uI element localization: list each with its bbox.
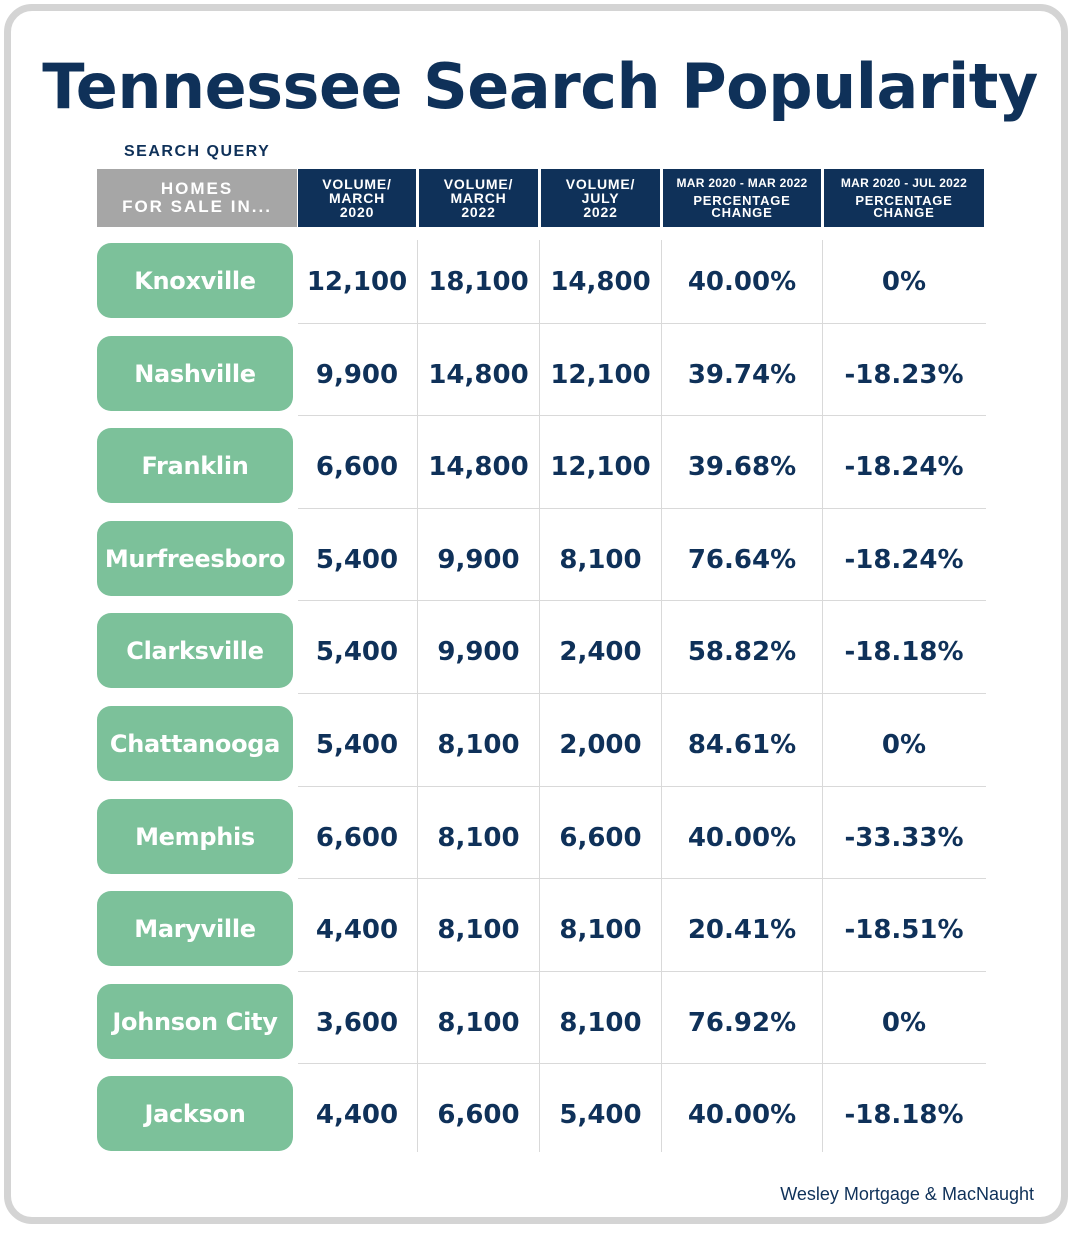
table-cell-mar2020: 3,600	[315, 1007, 399, 1038]
header-vol-jul-2022-label: VOLUME/ JULY 2022	[565, 176, 636, 220]
column-divider	[539, 240, 540, 1152]
header-pct-mar-label: PERCENTAGE CHANGE	[693, 193, 791, 220]
header-vol-jul-2022: VOLUME/ JULY 2022	[541, 169, 660, 227]
table-cell-mar2020: 12,100	[306, 266, 408, 297]
page-title: Tennessee Search Popularity	[42, 50, 1038, 123]
header-pct-mar: MAR 2020 - MAR 2022 PERCENTAGE CHANGE	[663, 169, 821, 227]
table-cell-pct-jul: -18.23%	[844, 359, 964, 390]
header-vol-mar-2020-label: VOLUME/ MARCH 2020	[322, 176, 392, 220]
table-cell-mar2022: 8,100	[437, 729, 520, 760]
table-cell-mar2022: 6,600	[437, 1099, 520, 1130]
row-divider	[298, 323, 986, 324]
header-city: HOMES FOR SALE IN...	[97, 169, 297, 227]
row-divider	[298, 600, 986, 601]
table-cell-mar2022: 18,100	[428, 266, 529, 297]
table-cell-mar2022: 8,100	[437, 1007, 520, 1038]
table-cell-jul2022: 6,600	[559, 822, 642, 853]
table-cell-mar2020: 5,400	[315, 544, 399, 575]
city-label: Franklin	[97, 428, 293, 503]
table-cell-jul2022: 5,400	[559, 1099, 642, 1130]
row-divider	[298, 971, 986, 972]
row-divider	[298, 786, 986, 787]
table-cell-pct-mar: 39.74%	[687, 359, 797, 390]
city-label: Johnson City	[97, 984, 293, 1059]
city-label: Jackson	[97, 1076, 293, 1151]
table-cell-mar2020: 5,400	[315, 636, 399, 667]
table-cell-pct-jul: -18.18%	[844, 636, 964, 667]
table-cell-mar2022: 9,900	[437, 544, 520, 575]
table-cell-pct-jul: 0%	[881, 1007, 927, 1038]
table-cell-pct-jul: -33.33%	[844, 822, 964, 853]
header-vol-mar-2022: VOLUME/ MARCH 2022	[419, 169, 538, 227]
table-cell-pct-jul: 0%	[881, 729, 927, 760]
table-cell-jul2022: 2,400	[559, 636, 642, 667]
search-query-label: SEARCH QUERY	[124, 143, 271, 160]
table-cell-pct-mar: 40.00%	[687, 1099, 797, 1130]
table-cell-mar2020: 9,900	[315, 359, 399, 390]
table-cell-pct-mar: 76.92%	[687, 1007, 797, 1038]
table-cell-mar2020: 6,600	[315, 451, 399, 482]
table-cell-pct-mar: 84.61%	[687, 729, 797, 760]
table-cell-pct-mar: 40.00%	[687, 822, 797, 853]
table-cell-jul2022: 8,100	[559, 544, 642, 575]
row-divider	[298, 1063, 986, 1064]
city-label: Clarksville	[97, 613, 293, 688]
table-cell-jul2022: 14,800	[550, 266, 651, 297]
table-cell-jul2022: 12,100	[550, 359, 651, 390]
table-cell-pct-jul: 0%	[881, 266, 927, 297]
table-cell-mar2020: 5,400	[315, 729, 399, 760]
city-label: Murfreesboro	[97, 521, 293, 596]
credit-text: Wesley Mortgage & MacNaught	[780, 1184, 1034, 1204]
header-vol-mar-2022-label: VOLUME/ MARCH 2022	[443, 176, 514, 220]
row-divider	[298, 508, 986, 509]
table-cell-mar2020: 4,400	[315, 1099, 399, 1130]
header-pct-mar-range: MAR 2020 - MAR 2022	[676, 176, 808, 190]
table-cell-jul2022: 8,100	[559, 914, 642, 945]
column-divider	[661, 240, 662, 1152]
table-cell-pct-jul: -18.24%	[844, 451, 964, 482]
city-label: Memphis	[97, 799, 293, 874]
table-cell-pct-mar: 76.64%	[687, 544, 797, 575]
column-divider	[417, 240, 418, 1152]
table-cell-mar2022: 9,900	[437, 636, 520, 667]
table-cell-pct-jul: -18.18%	[844, 1099, 964, 1130]
header-city-label: HOMES FOR SALE IN...	[122, 179, 272, 216]
header-pct-jul-label: PERCENTAGE CHANGE	[855, 193, 953, 220]
row-divider	[298, 693, 986, 694]
table-cell-pct-jul: -18.24%	[844, 544, 964, 575]
table-cell-jul2022: 8,100	[559, 1007, 642, 1038]
table-cell-mar2020: 6,600	[315, 822, 399, 853]
table-cell-pct-mar: 40.00%	[687, 266, 797, 297]
header-pct-jul: MAR 2020 - JUL 2022 PERCENTAGE CHANGE	[824, 169, 984, 227]
table-cell-mar2022: 8,100	[437, 914, 520, 945]
table-cell-jul2022: 12,100	[550, 451, 651, 482]
city-label: Maryville	[97, 891, 293, 966]
table-cell-pct-jul: -18.51%	[844, 914, 964, 945]
row-divider	[298, 415, 986, 416]
table-cell-pct-mar: 58.82%	[687, 636, 797, 667]
column-divider	[822, 240, 823, 1152]
header-vol-mar-2020: VOLUME/ MARCH 2020	[298, 169, 416, 227]
table-cell-jul2022: 2,000	[559, 729, 642, 760]
city-label: Chattanooga	[97, 706, 293, 781]
city-label: Knoxville	[97, 243, 293, 318]
table-cell-mar2022: 8,100	[437, 822, 520, 853]
table-cell-pct-mar: 39.68%	[687, 451, 797, 482]
table-cell-mar2022: 14,800	[428, 359, 529, 390]
header-pct-jul-range: MAR 2020 - JUL 2022	[840, 176, 968, 190]
table-cell-mar2022: 14,800	[428, 451, 529, 482]
table-cell-mar2020: 4,400	[315, 914, 399, 945]
table-cell-pct-mar: 20.41%	[687, 914, 797, 945]
city-label: Nashville	[97, 336, 293, 411]
row-divider	[298, 878, 986, 879]
